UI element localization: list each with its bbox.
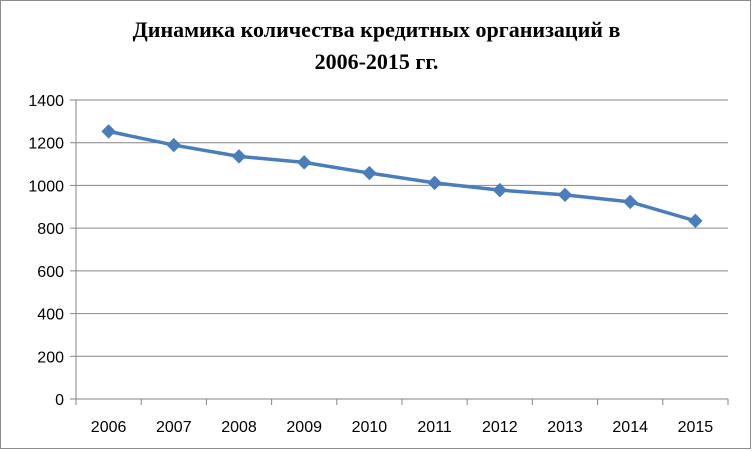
y-tick-label: 1200 [28,136,64,153]
data-point-2010 [362,165,377,181]
data-point-2014 [622,194,638,210]
y-tick-labels: 0 200 400 600 800 1000 1200 1400 [28,93,64,409]
grid-lines [76,99,728,357]
data-point-2007 [166,137,182,153]
axes [70,99,729,405]
x-tick-label: 2006 [91,419,127,436]
y-tick-label: 1400 [28,93,64,110]
x-tick-label: 2009 [286,419,322,436]
data-point-2006 [101,124,116,139]
data-point-2015 [688,213,703,229]
chart-title: Динамика количества кредитных организаци… [132,17,621,74]
data-point-2008 [231,149,247,164]
x-tick-label: 2010 [352,419,388,436]
y-tick-label: 800 [37,221,64,238]
x-tick-label: 2011 [417,419,452,436]
y-tick-label: 400 [37,307,64,324]
x-tick-labels: 2006 2007 2008 2009 2010 2011 2012 2013 2014 2015 [91,419,713,436]
x-tick-label: 2008 [221,419,257,436]
data-point-2011 [427,175,442,191]
y-tick-label: 1000 [28,178,64,195]
y-tick-label: 0 [55,392,64,409]
series-layer [101,124,703,229]
x-tick-label: 2007 [156,419,192,436]
y-tick-label: 200 [37,349,64,366]
x-tick-label: 2013 [547,419,583,436]
x-tick-label: 2012 [482,419,518,436]
x-tick-label: 2014 [612,419,648,436]
series-line [108,129,696,223]
data-point-2012 [492,182,508,198]
data-point-2013 [557,187,573,203]
data-point-2009 [296,155,312,170]
x-tick-label: 2015 [678,419,714,436]
y-tick-label: 600 [37,264,64,281]
